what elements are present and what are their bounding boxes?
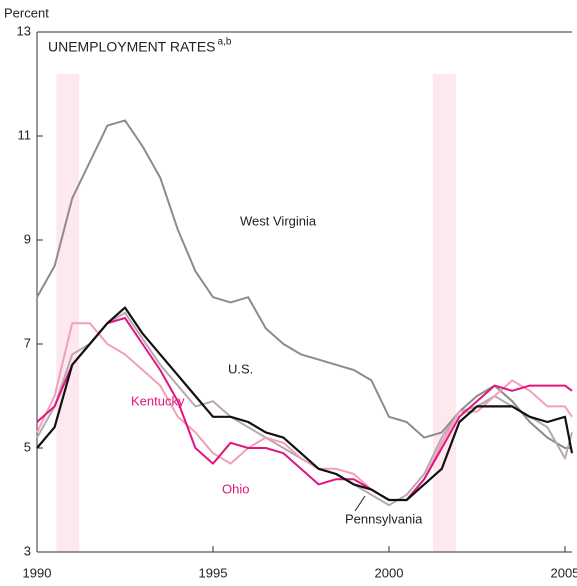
title-superscript: a,b: [218, 37, 232, 48]
shaded-range: [432, 74, 456, 552]
series-line: [36, 306, 574, 502]
y-tick-label: 7: [24, 335, 31, 350]
chart-title: UNEMPLOYMENT RATES: [48, 39, 216, 55]
y-tick-label: 3: [24, 543, 31, 558]
series-line: [36, 317, 573, 501]
y-tick-label: 11: [18, 127, 32, 142]
x-tick-label: 2005: [550, 565, 577, 580]
x-tick-label: 2000: [375, 565, 404, 580]
y-tick-label: 13: [17, 23, 31, 38]
series-label: Pennsylvania: [345, 511, 423, 526]
x-tick-label: 1990: [23, 565, 52, 580]
y-tick-label: 5: [24, 439, 31, 454]
label-leader: [354, 495, 366, 512]
y-axis-label: Percent: [4, 5, 49, 20]
y-tick-label: 9: [24, 231, 31, 246]
series-line: [36, 311, 573, 507]
series-label: Kentucky: [131, 393, 185, 408]
series-label: U.S.: [228, 361, 253, 376]
shaded-range: [56, 74, 80, 552]
series-label: Ohio: [222, 481, 249, 496]
series-label: West Virginia: [240, 213, 317, 228]
series-line: [36, 322, 573, 501]
x-tick-label: 1995: [199, 565, 228, 580]
